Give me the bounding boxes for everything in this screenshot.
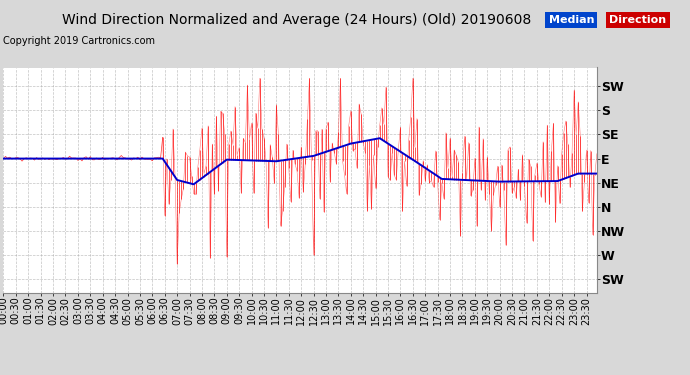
Text: Direction: Direction [609, 15, 667, 25]
Text: Median: Median [549, 15, 594, 25]
Text: Wind Direction Normalized and Average (24 Hours) (Old) 20190608: Wind Direction Normalized and Average (2… [62, 13, 531, 27]
Text: Copyright 2019 Cartronics.com: Copyright 2019 Cartronics.com [3, 36, 155, 46]
